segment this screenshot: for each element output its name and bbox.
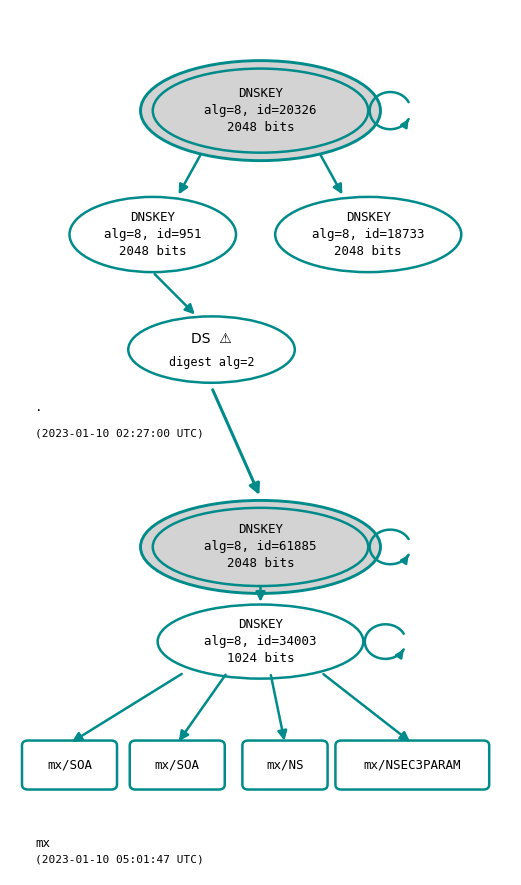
Text: mx: mx	[35, 836, 50, 850]
Text: (2023-01-10 02:27:00 UTC): (2023-01-10 02:27:00 UTC)	[35, 428, 204, 439]
Ellipse shape	[141, 60, 380, 161]
Ellipse shape	[128, 317, 295, 382]
FancyBboxPatch shape	[130, 741, 225, 789]
Text: (2023-01-10 05:01:47 UTC): (2023-01-10 05:01:47 UTC)	[35, 855, 204, 865]
Ellipse shape	[275, 197, 461, 272]
Text: DNSKEY
alg=8, id=20326
2048 bits: DNSKEY alg=8, id=20326 2048 bits	[204, 87, 317, 135]
FancyBboxPatch shape	[336, 741, 489, 789]
Ellipse shape	[158, 604, 363, 679]
Ellipse shape	[69, 197, 236, 272]
Text: DNSKEY
alg=8, id=61885
2048 bits: DNSKEY alg=8, id=61885 2048 bits	[204, 523, 317, 571]
Text: DNSKEY
alg=8, id=34003
1024 bits: DNSKEY alg=8, id=34003 1024 bits	[204, 618, 317, 666]
Text: DNSKEY
alg=8, id=18733
2048 bits: DNSKEY alg=8, id=18733 2048 bits	[312, 211, 425, 258]
Text: mx/NSEC3PARAM: mx/NSEC3PARAM	[364, 758, 461, 772]
Ellipse shape	[141, 500, 380, 594]
FancyBboxPatch shape	[22, 741, 117, 789]
Text: mx/NS: mx/NS	[266, 758, 304, 772]
Text: DNSKEY
alg=8, id=951
2048 bits: DNSKEY alg=8, id=951 2048 bits	[104, 211, 202, 258]
FancyBboxPatch shape	[242, 741, 328, 789]
Text: digest alg=2: digest alg=2	[169, 357, 254, 369]
Text: mx/SOA: mx/SOA	[155, 758, 200, 772]
Ellipse shape	[153, 68, 368, 152]
Ellipse shape	[153, 508, 368, 586]
Text: .: .	[35, 401, 43, 413]
Text: mx/SOA: mx/SOA	[47, 758, 92, 772]
Text: DS  ⚠️: DS ⚠️	[191, 332, 232, 345]
